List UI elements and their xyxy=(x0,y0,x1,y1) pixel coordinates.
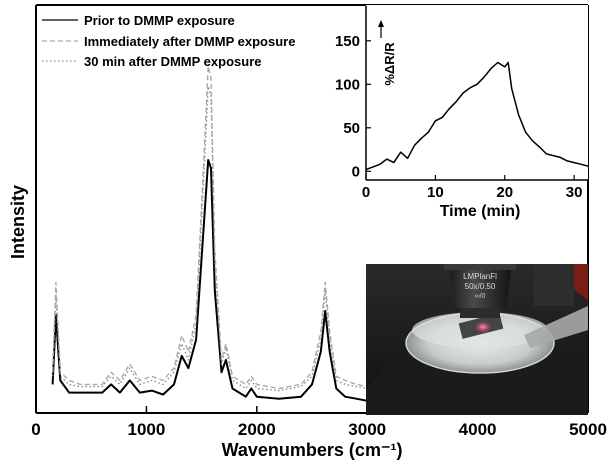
main-x-tick-label-5: 5000 xyxy=(569,420,607,439)
inset-x-tick-label-1: 10 xyxy=(427,184,444,201)
main-y-axis-title: Intensity xyxy=(8,185,28,259)
photo-stage xyxy=(366,350,588,415)
main-x-tick-label-3: 3000 xyxy=(348,420,386,439)
photo-lens-text-3: ∞/0 xyxy=(475,293,486,300)
inset-y-tick-label-3: 150 xyxy=(335,33,360,50)
legend-label-prior: Prior to DMMP exposure xyxy=(84,13,235,28)
inset-background xyxy=(366,5,588,180)
photo-objective-lens xyxy=(448,264,512,308)
photo-second-objective xyxy=(534,264,574,306)
photo-lens-text-1: LMPlanFl xyxy=(463,272,497,281)
inset-y-axis-title: %ΔR/R xyxy=(382,42,397,86)
main-series-line-0 xyxy=(51,159,368,402)
main-x-axis-title: Wavenumbers (cm⁻¹) xyxy=(222,440,403,460)
photo-laser-spot xyxy=(474,321,492,333)
inset-y-tick-label-2: 100 xyxy=(335,76,360,93)
legend-label-30min: 30 min after DMMP exposure xyxy=(84,54,261,69)
inset-series-line-0 xyxy=(365,61,589,171)
legend-label-immediately: Immediately after DMMP exposure xyxy=(84,34,295,49)
inset-x-tick-label-3: 30 xyxy=(566,184,583,201)
inset-ylabel-arrowhead xyxy=(378,20,384,27)
photo-lens-text-2: 50x/0.50 xyxy=(465,282,496,291)
photo-probe-arm xyxy=(524,306,588,348)
inset-ticks: 0 10 20 30 0 50 100 150 xyxy=(335,33,583,201)
inset-chart: 0 10 20 30 0 50 100 150 Time (min) %ΔR/R xyxy=(335,5,589,220)
inset-series-group xyxy=(365,61,589,171)
main-x-tick-label-1: 1000 xyxy=(127,420,165,439)
inset-photo: LMPlanFl 50x/0.50 ∞/0 xyxy=(366,264,588,415)
inset-x-tick-label-0: 0 xyxy=(362,184,370,201)
main-series-line-2 xyxy=(51,85,368,392)
main-x-ticks: 0 1000 2000 3000 4000 5000 xyxy=(31,406,607,439)
photo-lens-tip xyxy=(460,308,500,318)
inset-y-tick-label-0: 0 xyxy=(352,163,360,180)
main-series-line-1 xyxy=(51,65,368,390)
main-chart: 0 1000 2000 3000 4000 5000 Wavenumbers (cm⁻¹)… xyxy=(8,4,607,460)
photo-lens-collar xyxy=(444,264,516,270)
inset-y-tick-label-1: 50 xyxy=(343,120,360,137)
main-series-group xyxy=(51,65,368,402)
legend: Prior to DMMP exposure Immediately after… xyxy=(42,13,295,69)
main-x-tick-label-0: 0 xyxy=(31,420,40,439)
main-x-tick-label-4: 4000 xyxy=(459,420,497,439)
inset-x-axis-title: Time (min) xyxy=(440,203,521,220)
main-x-tick-label-2: 2000 xyxy=(238,420,276,439)
inset-x-tick-label-2: 20 xyxy=(496,184,513,201)
